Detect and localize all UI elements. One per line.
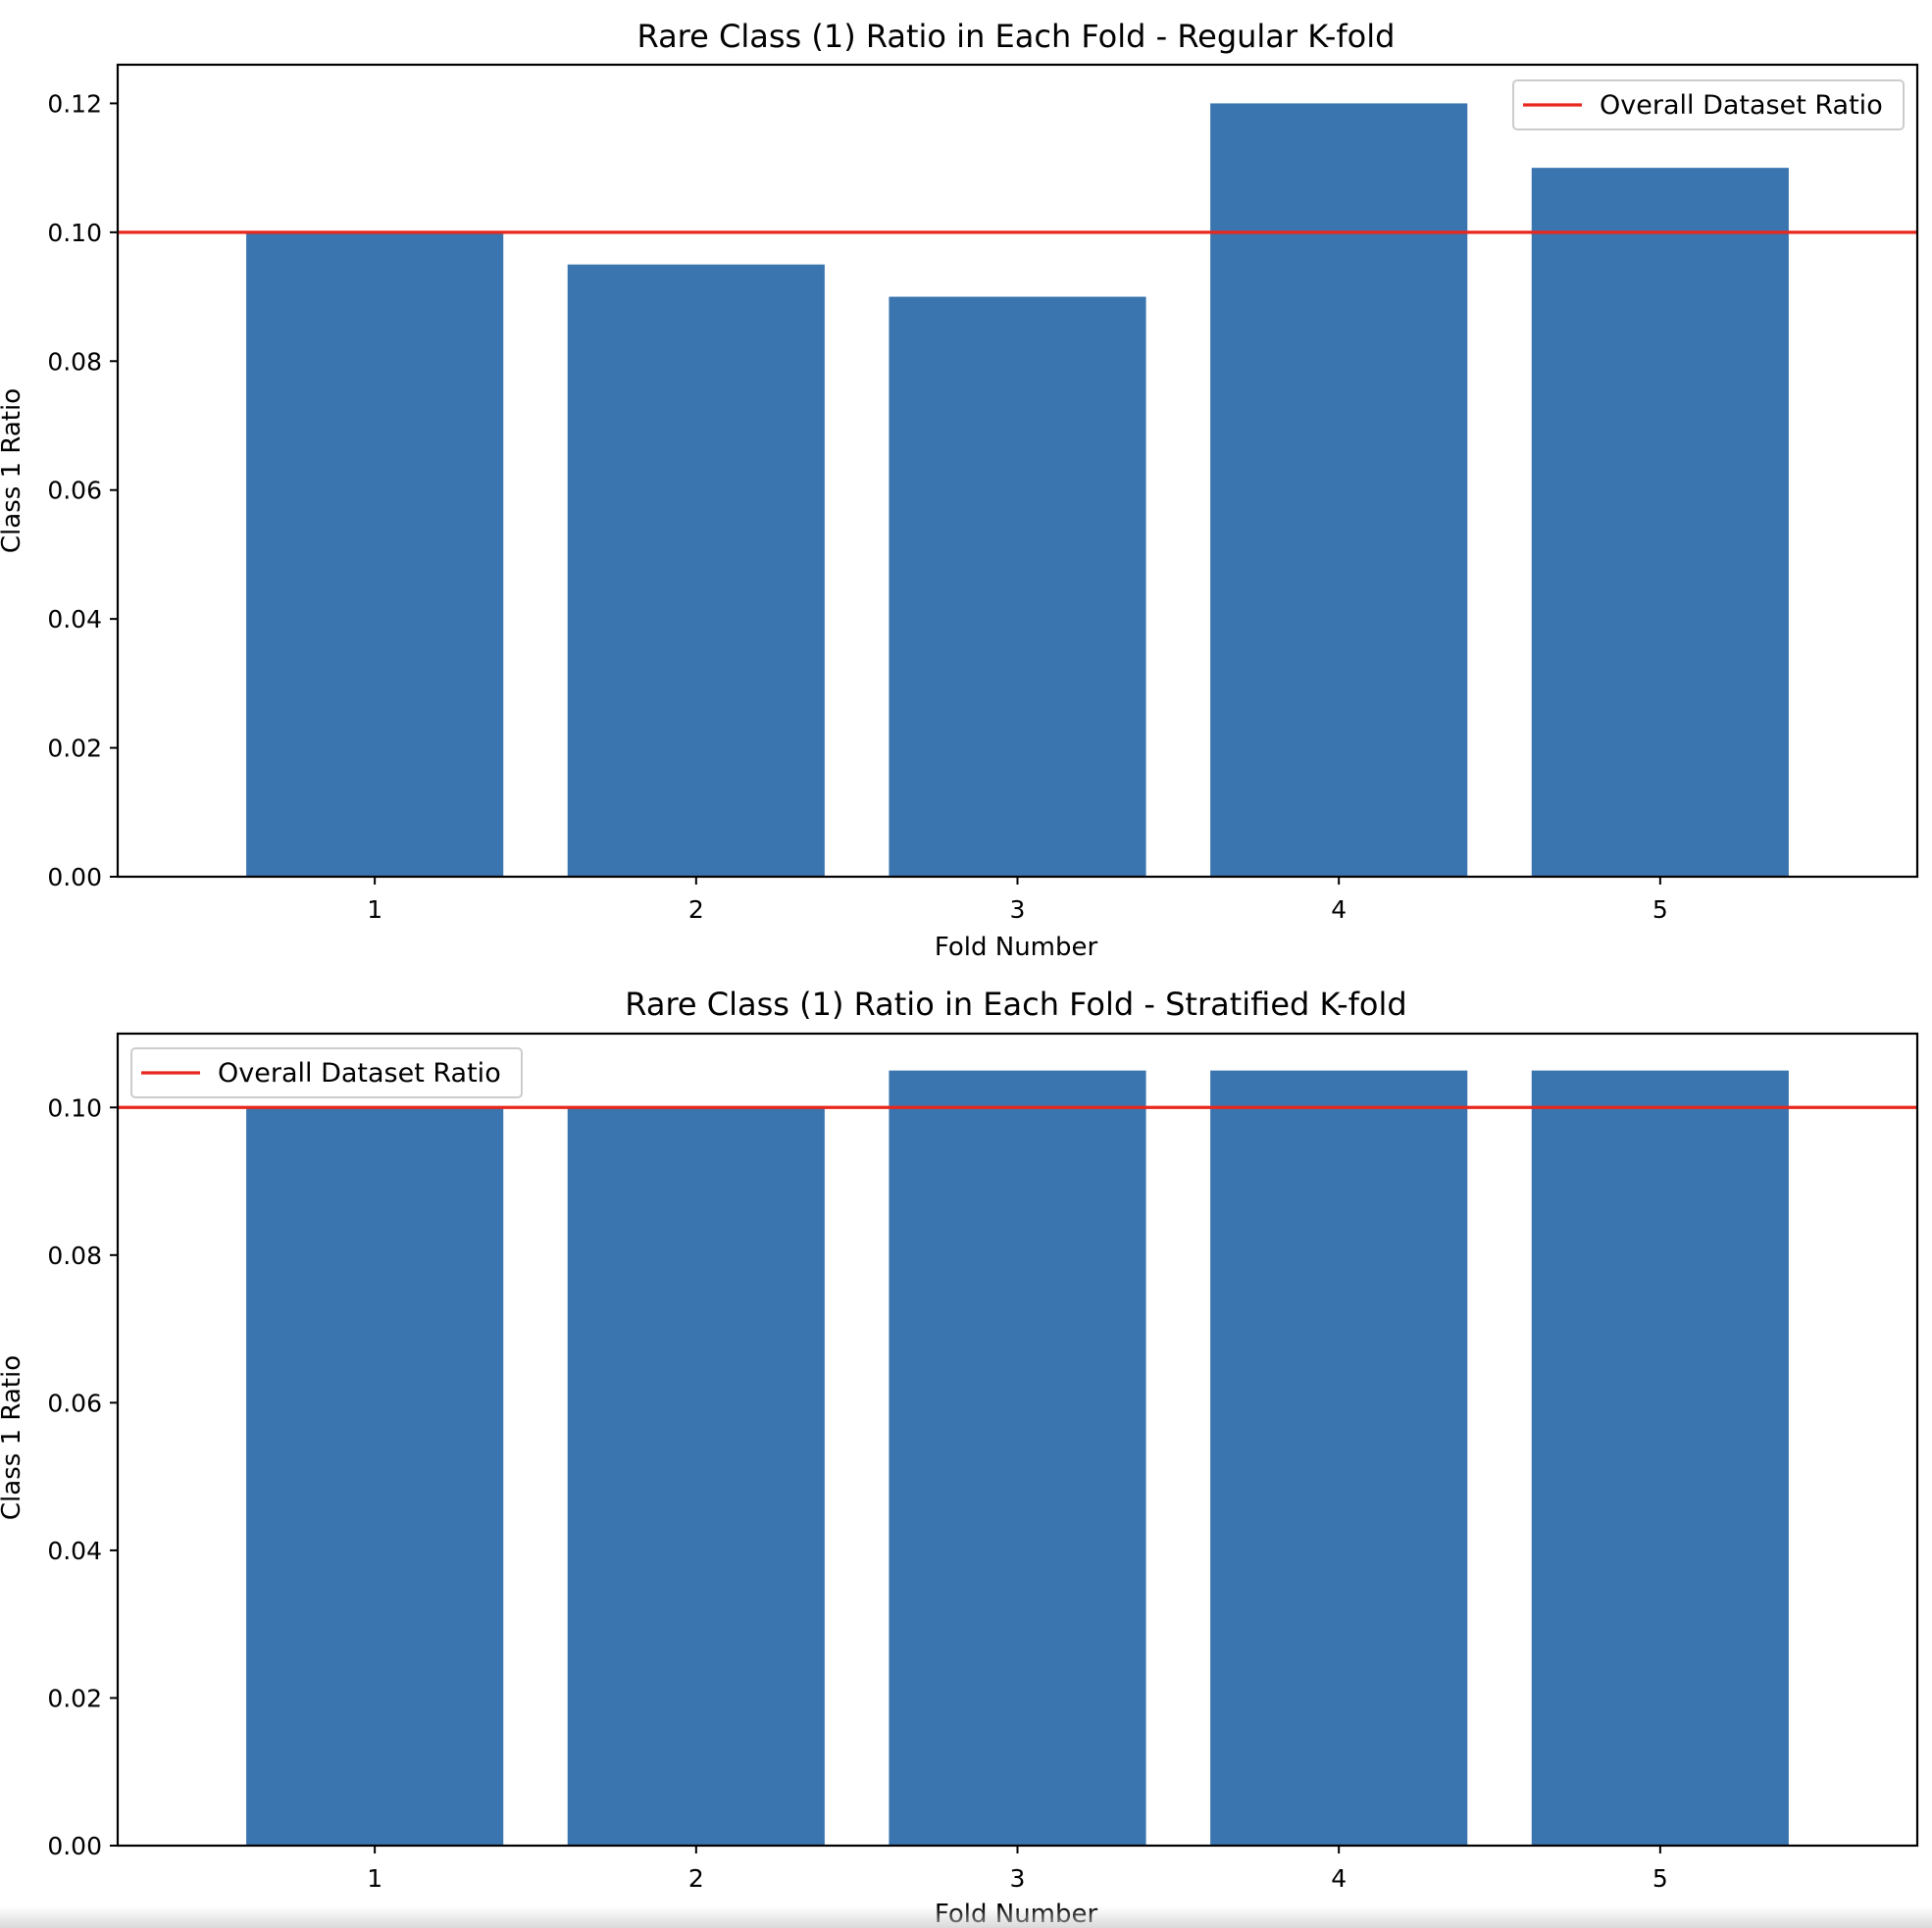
plot-area-frame [116, 63, 1919, 879]
bar-fold-3 [889, 1070, 1146, 1846]
y-tick-label: 0.04 [47, 605, 102, 634]
x-tick-label: 1 [367, 895, 382, 924]
y-axis-label: Class 1 Ratio [0, 388, 26, 553]
x-tick-label: 4 [1331, 895, 1347, 924]
x-axis-label: Fold Number [935, 933, 1098, 962]
chart-title: Rare Class (1) Ratio in Each Fold - Regu… [637, 18, 1396, 55]
bar-fold-2 [567, 264, 825, 877]
bar-fold-4 [1210, 1070, 1468, 1846]
x-tick-label: 3 [1010, 895, 1026, 924]
y-tick-label: 0.02 [47, 735, 102, 763]
y-tick-label: 0.04 [47, 1537, 102, 1565]
x-axis-ticks: 1 2 3 4 5 [367, 877, 1668, 924]
y-tick-label: 0.10 [47, 1093, 102, 1122]
bars-group [246, 103, 1789, 878]
chart-title: Rare Class (1) Ratio in Each Fold - Stra… [625, 986, 1406, 1023]
y-tick-label: 0.00 [47, 863, 102, 891]
bar-fold-5 [1531, 1070, 1789, 1846]
y-tick-label: 0.08 [47, 1242, 102, 1270]
y-axis-ticks: 0.00 0.02 0.04 0.06 0.08 0.10 0.12 [47, 89, 118, 891]
subplot-regular-kfold: Rare Class (1) Ratio in Each Fold - Regu… [0, 18, 1919, 962]
y-tick-label: 0.06 [47, 1389, 102, 1417]
x-tick-label: 5 [1652, 895, 1668, 924]
x-tick-label: 5 [1652, 1864, 1668, 1893]
bar-fold-2 [567, 1107, 825, 1846]
bar-fold-5 [1531, 168, 1789, 878]
legend: Overall Dataset Ratio [1512, 79, 1905, 130]
y-tick-label: 0.02 [47, 1684, 102, 1712]
y-tick-label: 0.00 [47, 1832, 102, 1860]
legend-label: Overall Dataset Ratio [1600, 90, 1883, 121]
bar-fold-3 [889, 296, 1146, 878]
y-axis-label: Class 1 Ratio [0, 1355, 26, 1520]
x-tick-label: 3 [1010, 1864, 1026, 1893]
x-tick-label: 2 [688, 895, 704, 924]
y-tick-label: 0.08 [47, 347, 102, 376]
y-axis-ticks: 0.00 0.02 0.04 0.06 0.08 0.10 [47, 1093, 118, 1860]
x-tick-label: 1 [367, 1864, 382, 1893]
legend: Overall Dataset Ratio [130, 1047, 523, 1098]
x-tick-label: 2 [688, 1864, 704, 1893]
bar-fold-1 [246, 1107, 504, 1846]
legend-label: Overall Dataset Ratio [218, 1058, 501, 1089]
legend-box [1512, 79, 1905, 130]
y-tick-label: 0.06 [47, 477, 102, 505]
x-tick-label: 4 [1331, 1864, 1347, 1893]
plot-area-frame [116, 1032, 1919, 1848]
legend-box [130, 1047, 523, 1098]
subplot-stratified-kfold: Rare Class (1) Ratio in Each Fold - Stra… [0, 986, 1919, 1928]
x-axis-ticks: 1 2 3 4 5 [367, 1846, 1668, 1893]
bar-fold-4 [1210, 103, 1468, 877]
bar-fold-1 [246, 231, 504, 877]
bars-group [246, 1070, 1789, 1846]
y-tick-label: 0.12 [47, 89, 102, 118]
window-bottom-shadow [0, 1906, 1932, 1928]
y-tick-label: 0.10 [47, 219, 102, 247]
